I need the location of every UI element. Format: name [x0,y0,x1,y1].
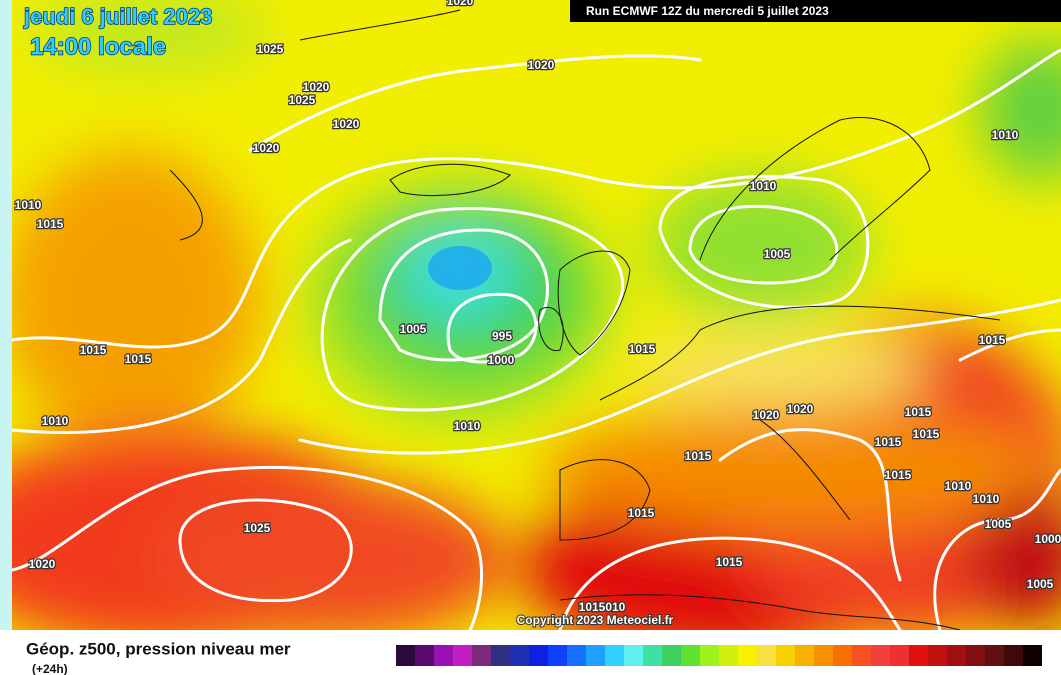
isobar-label: 1005 [1027,577,1054,591]
isobar-label: 1015 [629,342,656,356]
scale-swatch [795,645,814,666]
date-title: jeudi 6 juillet 2023 [23,4,212,29]
scale-swatch [757,645,776,666]
isobar-label: 1020 [753,408,780,422]
scale-swatch [662,645,681,666]
scale-swatch [833,645,852,666]
scale-swatch [966,645,985,666]
scale-swatch [1004,645,1023,666]
legend-title: Géop. z500, pression niveau mer [26,639,291,658]
scale-swatch [852,645,871,666]
scale-swatch [491,645,510,666]
isobar-label: 1025 [289,93,316,107]
scale-swatch [586,645,605,666]
field [12,0,1061,630]
isobar-label: 1000 [488,353,515,367]
legend-subtitle: (+24h) [32,662,68,675]
isobar-label: 1020 [787,402,814,416]
copyright: Copyright 2023 Meteociel.fr [517,613,674,627]
scale-swatch [776,645,795,666]
scale-swatch [529,645,548,666]
isobar-label: 1020 [253,141,280,155]
isobar-label: 1020 [29,557,56,571]
isobar-label: 995 [492,329,512,343]
isobar-label: 1015 [716,555,743,569]
scale-swatch [453,645,472,666]
scale-swatch [985,645,1004,666]
isobar-label: 1015 [685,449,712,463]
isobar-label: 1010 [15,198,42,212]
isobar-label: 1020 [333,117,360,131]
scale-swatch [700,645,719,666]
isobar-label: 1005 [764,247,791,261]
isobar-label: 1010 [945,479,972,493]
isobar-label: 1015 [905,405,932,419]
isobar-label: 1010 [454,419,481,433]
color-scale [396,645,1042,666]
scale-swatch [719,645,738,666]
scale-swatch [871,645,890,666]
scale-swatch [890,645,909,666]
isobar-label: 1010 [992,128,1019,142]
scale-swatch [624,645,643,666]
scale-swatch [738,645,757,666]
isobar-label: 1025 [244,521,271,535]
time-title: 14:00 locale [30,33,166,60]
scale-swatch [909,645,928,666]
scale-swatch [814,645,833,666]
isobar-labels: 1020102510201025102010201020101010151010… [13,0,1061,615]
scale-swatch [548,645,567,666]
scale-swatch [434,645,453,666]
isobar-label: 1025 [257,42,284,56]
isobar-label: 1015 [125,352,152,366]
isobar-label: 1015010 [579,600,626,614]
scale-swatch [510,645,529,666]
scale-swatch [567,645,586,666]
isobar-label: 1020 [447,0,474,8]
isobar-label: 1015 [913,427,940,441]
scale-swatch [1023,645,1042,666]
scale-swatch [472,645,491,666]
isobar-label: 1015 [80,343,107,357]
run-info: Run ECMWF 12Z du mercredi 5 juillet 2023 [586,4,829,18]
isobar-label: 1005 [985,517,1012,531]
isobar-label: 1005 [400,322,427,336]
isobar-label: 1020 [303,80,330,94]
scale-swatch [415,645,434,666]
isobar-label: 1020 [528,58,555,72]
scale-swatch [605,645,624,666]
isobar-label: 1010 [973,492,1000,506]
frame-strip [0,0,12,630]
scale-swatch [928,645,947,666]
isobar-label: 1015 [979,333,1006,347]
isobar-label: 1000 [1035,532,1061,546]
isobar-label: 1015 [885,468,912,482]
isobar-label: 1015 [37,217,64,231]
isobar-label: 1010 [750,179,777,193]
isobar-label: 1015 [628,506,655,520]
isobar-label: 1015 [875,435,902,449]
scale-swatch [681,645,700,666]
run-banner [570,0,1061,22]
isobar-label: 1010 [42,414,69,428]
scale-swatch [643,645,662,666]
scale-swatch [396,645,415,666]
scale-swatch [947,645,966,666]
